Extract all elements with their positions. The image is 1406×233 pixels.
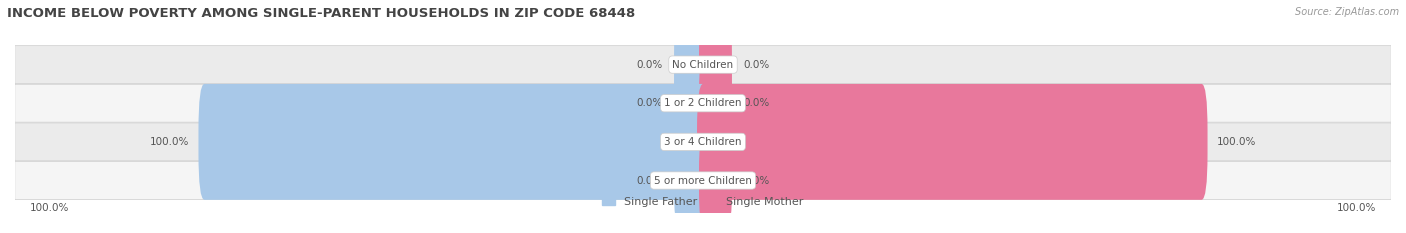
FancyBboxPatch shape	[699, 61, 733, 146]
FancyBboxPatch shape	[15, 123, 1391, 161]
Text: No Children: No Children	[672, 60, 734, 70]
Text: 5 or more Children: 5 or more Children	[654, 175, 752, 185]
Text: Source: ZipAtlas.com: Source: ZipAtlas.com	[1295, 7, 1399, 17]
Text: 0.0%: 0.0%	[742, 60, 769, 70]
Text: 0.0%: 0.0%	[742, 98, 769, 108]
FancyBboxPatch shape	[15, 84, 1391, 122]
Text: 1 or 2 Children: 1 or 2 Children	[664, 98, 742, 108]
FancyBboxPatch shape	[699, 138, 733, 223]
FancyBboxPatch shape	[15, 46, 1391, 84]
Text: 100.0%: 100.0%	[30, 203, 69, 213]
FancyBboxPatch shape	[198, 84, 709, 200]
FancyBboxPatch shape	[699, 22, 733, 107]
Text: 100.0%: 100.0%	[1337, 203, 1376, 213]
Text: 100.0%: 100.0%	[1216, 137, 1256, 147]
FancyBboxPatch shape	[673, 61, 707, 146]
Text: INCOME BELOW POVERTY AMONG SINGLE-PARENT HOUSEHOLDS IN ZIP CODE 68448: INCOME BELOW POVERTY AMONG SINGLE-PARENT…	[7, 7, 636, 20]
Text: 100.0%: 100.0%	[150, 137, 190, 147]
FancyBboxPatch shape	[673, 22, 707, 107]
FancyBboxPatch shape	[673, 138, 707, 223]
Text: 0.0%: 0.0%	[637, 60, 664, 70]
FancyBboxPatch shape	[15, 161, 1391, 199]
Text: 0.0%: 0.0%	[637, 175, 664, 185]
Text: 0.0%: 0.0%	[637, 98, 664, 108]
Text: 0.0%: 0.0%	[742, 175, 769, 185]
Legend: Single Father, Single Mother: Single Father, Single Mother	[598, 192, 808, 211]
FancyBboxPatch shape	[697, 84, 1208, 200]
Text: 3 or 4 Children: 3 or 4 Children	[664, 137, 742, 147]
